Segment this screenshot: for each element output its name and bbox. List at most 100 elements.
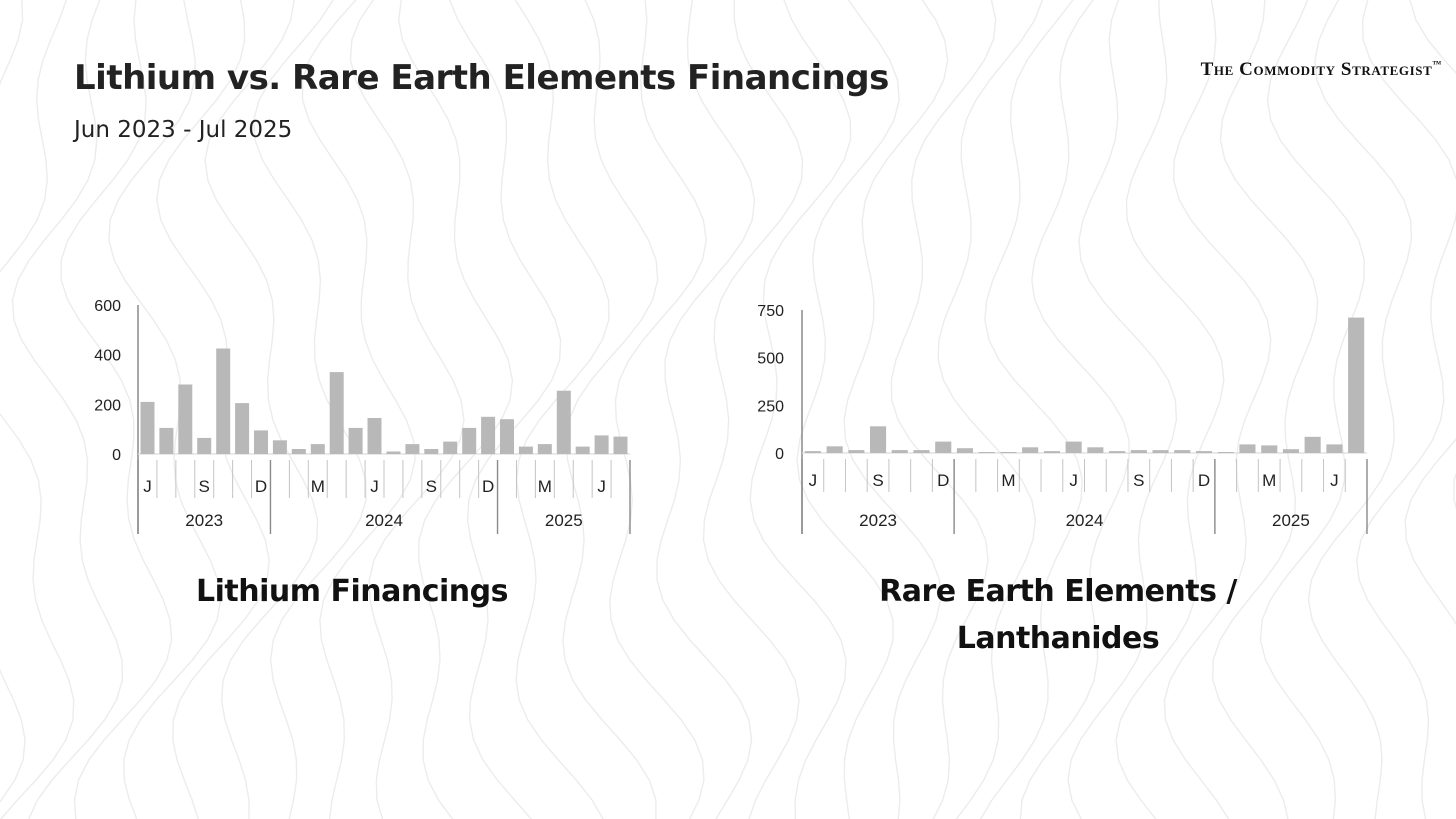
contour-line [1019, 0, 1130, 819]
month-label: J [370, 477, 379, 496]
bar [462, 427, 477, 454]
bar [1217, 452, 1234, 453]
contour-line [0, 0, 75, 819]
month-label: S [872, 471, 883, 490]
contour-line [1307, 0, 1413, 819]
bar [518, 446, 533, 454]
contour-line [937, 0, 1044, 819]
bar [1196, 451, 1213, 453]
bar [1261, 445, 1278, 453]
bar [310, 444, 325, 454]
contour-line [1163, 0, 1272, 819]
y-tick-label: 0 [775, 446, 784, 463]
bar [424, 449, 439, 454]
year-label: 2023 [859, 511, 897, 530]
bar [1152, 450, 1169, 453]
lithium-chart: 0 200 400 600 J S D M J S D M J 2023 2024 2025 [94, 298, 631, 534]
bar [556, 390, 571, 454]
month-label: J [1069, 471, 1078, 490]
bar [1130, 450, 1147, 453]
bar [348, 427, 363, 454]
contour-line [448, 0, 562, 819]
contour-line [60, 0, 173, 819]
month-label: J [809, 471, 818, 490]
y-tick-label: 0 [112, 447, 121, 464]
contour-line [562, 0, 659, 819]
bar [159, 427, 174, 454]
bar [1174, 450, 1191, 453]
bar [272, 440, 287, 454]
contour-line [349, 0, 465, 819]
bar [594, 435, 609, 454]
month-label: S [1133, 471, 1144, 490]
contour-line [1212, 0, 1319, 819]
bar [1348, 317, 1365, 453]
bar [216, 348, 231, 454]
bar [804, 451, 821, 453]
month-label: M [311, 477, 325, 496]
y-tick-label: 200 [94, 397, 121, 414]
contour-line [890, 0, 997, 819]
lithium-chart-caption: Lithium Financings [196, 574, 508, 609]
y-tick-label: 600 [94, 298, 121, 315]
contour-line [702, 0, 804, 819]
bar [500, 419, 514, 454]
y-tick-label: 500 [757, 351, 784, 368]
month-label: S [426, 477, 437, 496]
month-label: M [1262, 471, 1276, 490]
contour-line [397, 0, 514, 819]
bar [935, 441, 952, 453]
bar [235, 403, 250, 454]
bar [140, 401, 155, 454]
contour-line [843, 0, 949, 819]
month-label: J [143, 477, 152, 496]
bar [826, 446, 843, 453]
year-label: 2024 [365, 511, 403, 530]
date-range-subtitle: Jun 2023 - Jul 2025 [74, 117, 293, 143]
contour-line [656, 0, 756, 819]
month-label: J [1330, 471, 1339, 490]
brand-logo: The Commodity Strategist™ [1201, 59, 1442, 81]
month-label: D [482, 477, 494, 496]
month-label: S [199, 477, 210, 496]
bar [481, 416, 496, 455]
bar [178, 384, 193, 454]
bar [1065, 441, 1082, 453]
bar [1326, 444, 1343, 453]
y-tick-label: 750 [757, 303, 784, 320]
bar [1282, 449, 1299, 453]
brand-name: The Commodity Strategist [1200, 59, 1433, 80]
contour-line [514, 0, 610, 819]
contour-line [1355, 0, 1456, 819]
contour-line [609, 0, 708, 819]
bar [329, 372, 344, 454]
month-label: M [538, 477, 552, 496]
trademark-mark: ™ [1432, 59, 1442, 69]
month-label: D [255, 477, 267, 496]
bar [1109, 451, 1126, 453]
year-label: 2024 [1066, 511, 1104, 530]
bar [1239, 444, 1256, 453]
y-tick-label: 250 [757, 398, 784, 415]
contour-line [204, 0, 319, 819]
year-label: 2025 [545, 511, 583, 530]
year-label: 2023 [185, 511, 223, 530]
month-label: D [1198, 471, 1210, 490]
month-label: D [937, 471, 949, 490]
bar [613, 436, 628, 454]
bar [1022, 447, 1039, 453]
contour-line [0, 0, 26, 803]
contour-line [749, 0, 852, 819]
bar [386, 451, 401, 454]
contour-line [301, 0, 416, 819]
bar [1087, 447, 1104, 453]
bar [291, 449, 306, 454]
contour-line [979, 0, 1084, 819]
bar [1000, 452, 1017, 453]
y-tick-label: 400 [94, 348, 121, 365]
bar [978, 452, 995, 453]
bar [913, 450, 930, 453]
bar [575, 446, 590, 454]
